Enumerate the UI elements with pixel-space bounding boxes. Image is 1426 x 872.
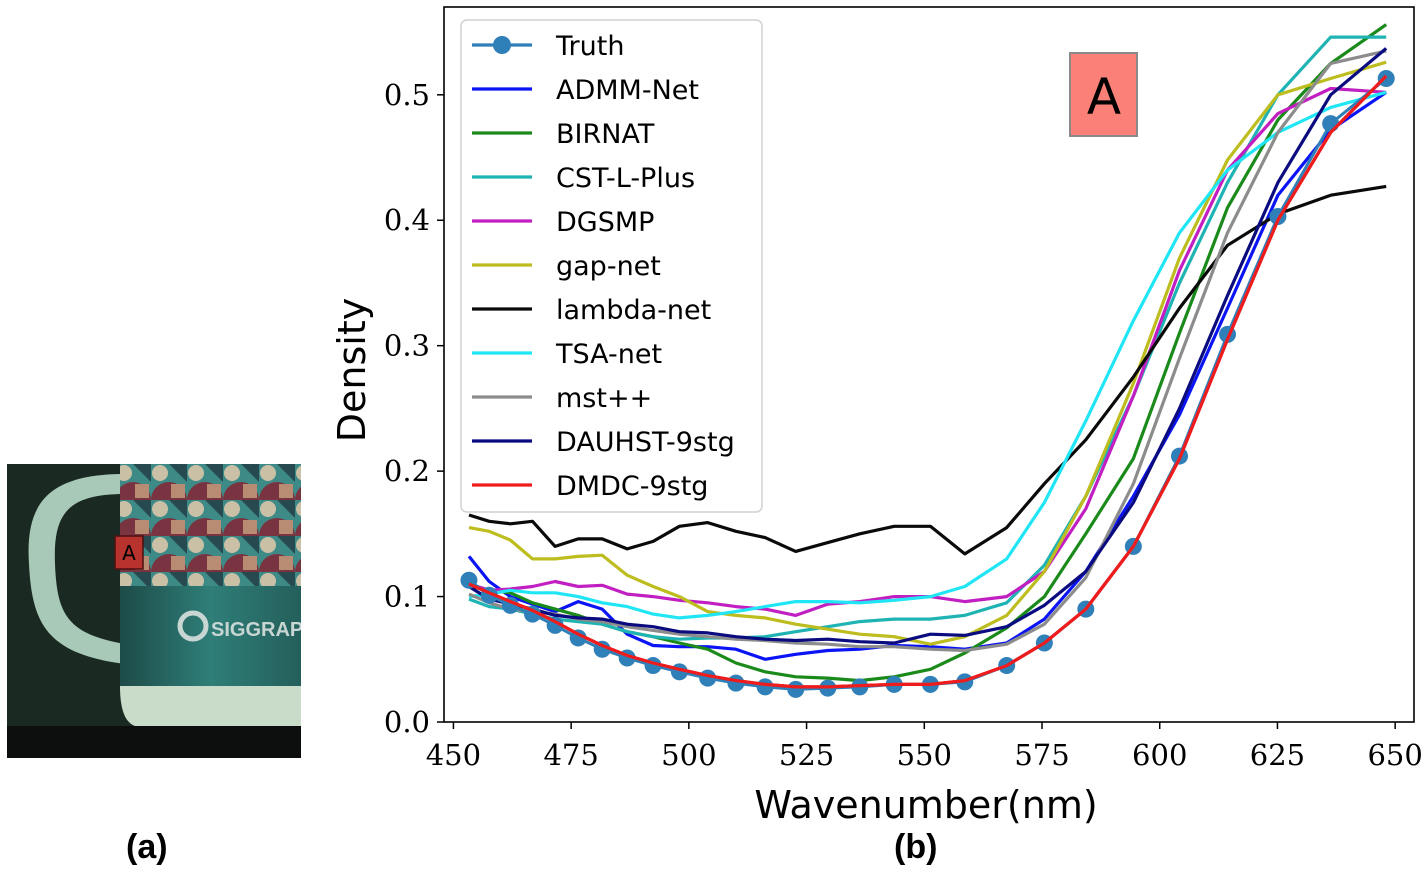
x-tick-label: 525	[779, 738, 834, 772]
series-line-dgsmp	[468, 86, 1387, 618]
series-line-birnat	[468, 23, 1388, 683]
series-line-lambda-net	[468, 184, 1387, 556]
legend-label-gap-net: gap-net	[556, 251, 661, 282]
thumbnail-marker-label: A	[122, 541, 136, 565]
legend-label-dauhst-9stg: DAUHST-9stg	[556, 427, 735, 458]
x-tick-label: 600	[1132, 738, 1187, 772]
y-tick-label: 0.4	[384, 203, 430, 237]
annotation-label: A	[1087, 68, 1121, 126]
legend-label-admm-net: ADMM-Net	[556, 75, 699, 106]
truth-point	[1322, 115, 1340, 133]
y-tick-label: 0.5	[384, 78, 430, 112]
truth-point	[787, 680, 805, 698]
y-tick-label: 0.2	[384, 454, 430, 488]
panel-label-a: (a)	[126, 828, 168, 866]
series-line-gap-net	[468, 60, 1387, 646]
x-tick-label: 650	[1367, 738, 1422, 772]
mug-base	[120, 686, 301, 726]
legend-label-truth: Truth	[555, 31, 624, 62]
legend: Truth ADMM-Net BIRNAT CST-L-Plus DGSMP gap-ne…	[460, 19, 763, 513]
x-tick-label: 475	[543, 738, 598, 772]
series-line-dmdc-9stg-overlay	[468, 74, 1388, 689]
y-tick-label: 0.3	[384, 329, 430, 363]
legend-label-dgsmp: DGSMP	[556, 207, 654, 238]
mug-body	[120, 586, 301, 686]
y-axis-title: Density	[330, 298, 374, 442]
y-tick-label: 0.0	[384, 705, 430, 739]
legend-frame	[460, 19, 763, 513]
x-axis-title: Wavenumber(nm)	[754, 783, 1097, 827]
x-tick-label: 450	[426, 738, 481, 772]
series-line-dauhst-9stg	[468, 47, 1388, 645]
y-tick-label: 0.1	[384, 580, 430, 614]
truth-point	[756, 678, 774, 696]
x-tick-label: 575	[1014, 738, 1069, 772]
x-tick-label: 625	[1250, 738, 1305, 772]
truth-point	[1377, 70, 1395, 87]
legend-label-mst: mst++	[556, 383, 652, 414]
series-line-tsa-net	[468, 90, 1387, 620]
panel-label-b: (b)	[894, 828, 938, 866]
mug-pattern-band	[120, 464, 301, 586]
legend-label-dmdc-9stg: DMDC-9stg	[556, 471, 708, 502]
thumbnail-image: SIGGRAP A	[7, 464, 301, 758]
truth-point	[727, 674, 745, 692]
legend-label-birnat: BIRNAT	[556, 119, 655, 150]
thumbnail-marker-box	[114, 535, 144, 570]
thumbnail-table	[7, 726, 301, 758]
series-line-cst-l-plus	[468, 35, 1387, 641]
truth-point	[569, 629, 587, 647]
mug-handle	[28, 474, 125, 664]
x-tick-label: 550	[897, 738, 952, 772]
thumbnail-logo-text: SIGGRAP	[211, 619, 301, 641]
legend-marker-truth	[493, 36, 511, 54]
legend-label-tsa-net: TSA-net	[555, 339, 662, 370]
annotation-box	[1069, 52, 1138, 137]
legend-label-lambda-net: lambda-net	[556, 295, 711, 326]
x-tick-label: 500	[661, 738, 716, 772]
siggraph-logo-icon	[177, 610, 209, 642]
legend-label-cst-l-plus: CST-L-Plus	[556, 163, 695, 194]
plot-frame	[443, 6, 1415, 723]
